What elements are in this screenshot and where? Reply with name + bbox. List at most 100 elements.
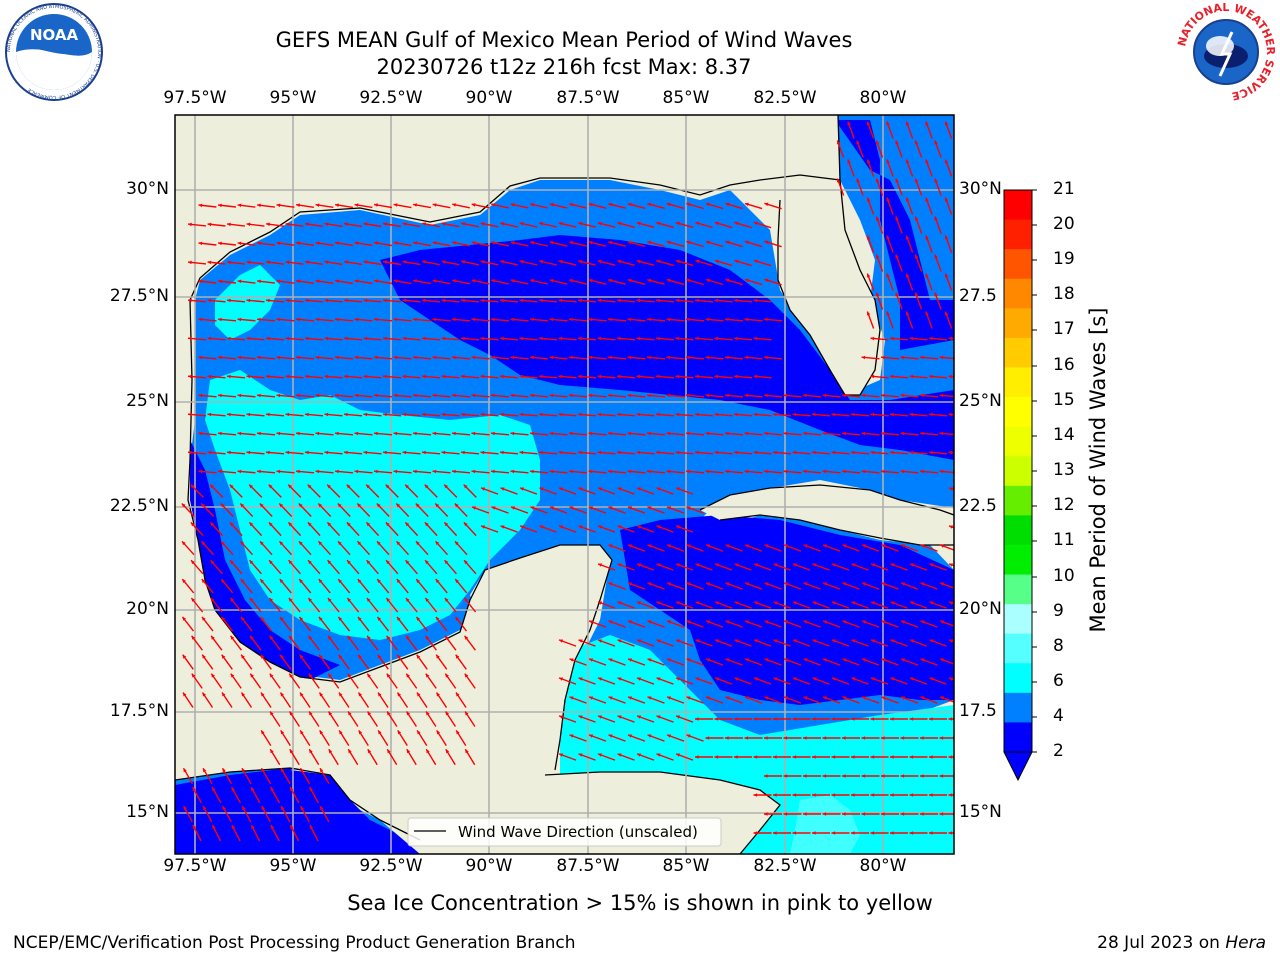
colorbar-swatch bbox=[1004, 485, 1032, 516]
wave-direction-arrowhead bbox=[188, 450, 192, 455]
wave-direction-arrowhead bbox=[914, 216, 919, 221]
wave-direction-arrowhead bbox=[812, 677, 817, 681]
wave-direction-arrowhead bbox=[416, 541, 420, 546]
wave-direction-arrowhead bbox=[280, 692, 284, 697]
wave-direction-arrowhead bbox=[461, 412, 465, 417]
wave-direction-arrowhead bbox=[914, 178, 919, 183]
wave-direction-arrowhead bbox=[511, 506, 515, 510]
wave-direction-arrowhead bbox=[812, 755, 816, 759]
wave-direction-arrowhead bbox=[598, 715, 602, 719]
wave-direction-arrowhead bbox=[714, 259, 719, 264]
wave-direction-arrowhead bbox=[909, 336, 914, 341]
wave-direction-arrowhead bbox=[383, 374, 387, 379]
wave-direction-arrowhead bbox=[705, 202, 710, 207]
wave-direction-arrowhead bbox=[900, 393, 905, 398]
wave-direction-arrowhead bbox=[246, 260, 251, 265]
wave-direction-arrowhead bbox=[182, 541, 186, 546]
wave-direction-arrowhead bbox=[920, 620, 925, 624]
wave-direction-arrowhead bbox=[881, 736, 885, 740]
wave-direction-arrowhead bbox=[803, 582, 808, 586]
colorbar-tick-label: 9 bbox=[1053, 601, 1064, 621]
wave-direction-arrowhead bbox=[257, 469, 261, 474]
wave-direction-arrowhead bbox=[270, 711, 274, 716]
wave-direction-arrowhead bbox=[201, 541, 206, 546]
wave-direction-arrowhead bbox=[249, 484, 253, 489]
wave-direction-arrowhead bbox=[589, 620, 593, 624]
wave-direction-arrowhead bbox=[793, 639, 797, 643]
wave-direction-arrowhead bbox=[198, 469, 203, 474]
wave-direction-arrowhead bbox=[569, 506, 574, 510]
wave-direction-arrowhead bbox=[925, 235, 929, 240]
wave-direction-arrowhead bbox=[354, 469, 359, 474]
wave-direction-arrowhead bbox=[734, 259, 739, 264]
wave-direction-arrowhead bbox=[647, 696, 652, 700]
wave-direction-arrowhead bbox=[348, 711, 352, 716]
wave-direction-arrowhead bbox=[198, 355, 203, 360]
wave-direction-arrowhead bbox=[188, 374, 192, 379]
wave-direction-arrowhead bbox=[744, 317, 749, 322]
wave-direction-arrowhead bbox=[812, 412, 816, 417]
wave-direction-arrowhead bbox=[783, 812, 788, 816]
colorbar-tick-label: 12 bbox=[1053, 495, 1075, 515]
wave-direction-arrowhead bbox=[803, 774, 807, 778]
wave-direction-arrowhead bbox=[246, 374, 251, 379]
wave-direction-arrowhead bbox=[268, 484, 273, 489]
wave-direction-arrowhead bbox=[832, 601, 836, 605]
wave-direction-arrowhead bbox=[949, 525, 953, 529]
wave-direction-arrowhead bbox=[510, 469, 515, 474]
wave-direction-arrowhead bbox=[539, 487, 544, 491]
wave-direction-arrowhead bbox=[491, 317, 495, 322]
wave-direction-arrowhead bbox=[647, 734, 652, 738]
wave-direction-arrowhead bbox=[578, 298, 582, 303]
map-frame bbox=[174, 114, 955, 855]
wave-direction-arrowhead bbox=[480, 222, 485, 226]
wave-direction-arrowhead bbox=[734, 412, 738, 417]
wave-direction-arrowhead bbox=[706, 582, 710, 586]
wave-direction-arrowhead bbox=[792, 717, 797, 721]
wave-direction-arrowhead bbox=[464, 560, 468, 565]
wave-direction-arrowhead bbox=[270, 825, 275, 829]
wave-direction-arrowhead bbox=[890, 639, 895, 643]
wave-direction-arrowhead bbox=[647, 658, 652, 662]
wave-direction-arrowhead bbox=[812, 717, 816, 721]
wave-direction-arrowhead bbox=[230, 598, 234, 602]
ocean-band-lt2-west bbox=[190, 440, 340, 680]
wave-direction-arrowhead bbox=[288, 560, 293, 565]
wave-direction-arrowhead bbox=[500, 298, 504, 303]
wave-direction-arrowhead bbox=[549, 469, 554, 474]
wave-direction-arrowhead bbox=[305, 450, 309, 455]
wave-direction-arrowhead bbox=[402, 450, 407, 455]
wave-direction-arrowhead bbox=[695, 221, 700, 226]
wave-direction-arrowhead bbox=[344, 336, 348, 341]
wave-direction-arrowhead bbox=[881, 393, 885, 398]
wave-direction-arrowhead bbox=[559, 677, 563, 681]
colorbar-swatch bbox=[1004, 397, 1032, 428]
wave-direction-arrowhead bbox=[405, 598, 410, 602]
wave-direction-arrowhead bbox=[530, 279, 535, 283]
colorbar-tick-label: 14 bbox=[1053, 425, 1075, 445]
wave-direction-arrowhead bbox=[461, 450, 465, 455]
wave-direction-arrowhead bbox=[454, 503, 459, 508]
wave-direction-arrowhead bbox=[686, 202, 691, 207]
wave-direction-arrowhead bbox=[413, 355, 417, 360]
wave-direction-arrowhead bbox=[257, 431, 261, 436]
wave-direction-arrowhead bbox=[237, 203, 242, 208]
legend-label: Wind Wave Direction (unscaled) bbox=[458, 823, 698, 841]
wave-direction-arrowhead bbox=[218, 431, 222, 436]
wave-direction-arrowhead bbox=[851, 563, 856, 567]
wave-direction-arrowhead bbox=[764, 278, 769, 283]
wave-direction-arrowhead bbox=[656, 601, 661, 605]
wave-direction-arrowhead bbox=[862, 582, 866, 586]
wave-direction-arrowhead bbox=[597, 412, 602, 417]
wave-direction-arrowhead bbox=[706, 620, 710, 624]
wave-direction-arrowhead bbox=[491, 279, 496, 283]
wave-direction-arrowhead bbox=[905, 159, 910, 164]
wave-direction-arrowhead bbox=[413, 469, 417, 474]
ocean-band-lt2-east bbox=[835, 120, 954, 350]
wave-direction-arrowhead bbox=[241, 692, 245, 697]
wave-direction-arrowhead bbox=[500, 450, 504, 455]
wave-direction-arrowhead bbox=[875, 254, 880, 259]
wave-direction-arrowhead bbox=[305, 222, 309, 226]
wave-direction-arrowhead bbox=[406, 673, 410, 678]
wave-direction-arrowhead bbox=[471, 355, 476, 360]
